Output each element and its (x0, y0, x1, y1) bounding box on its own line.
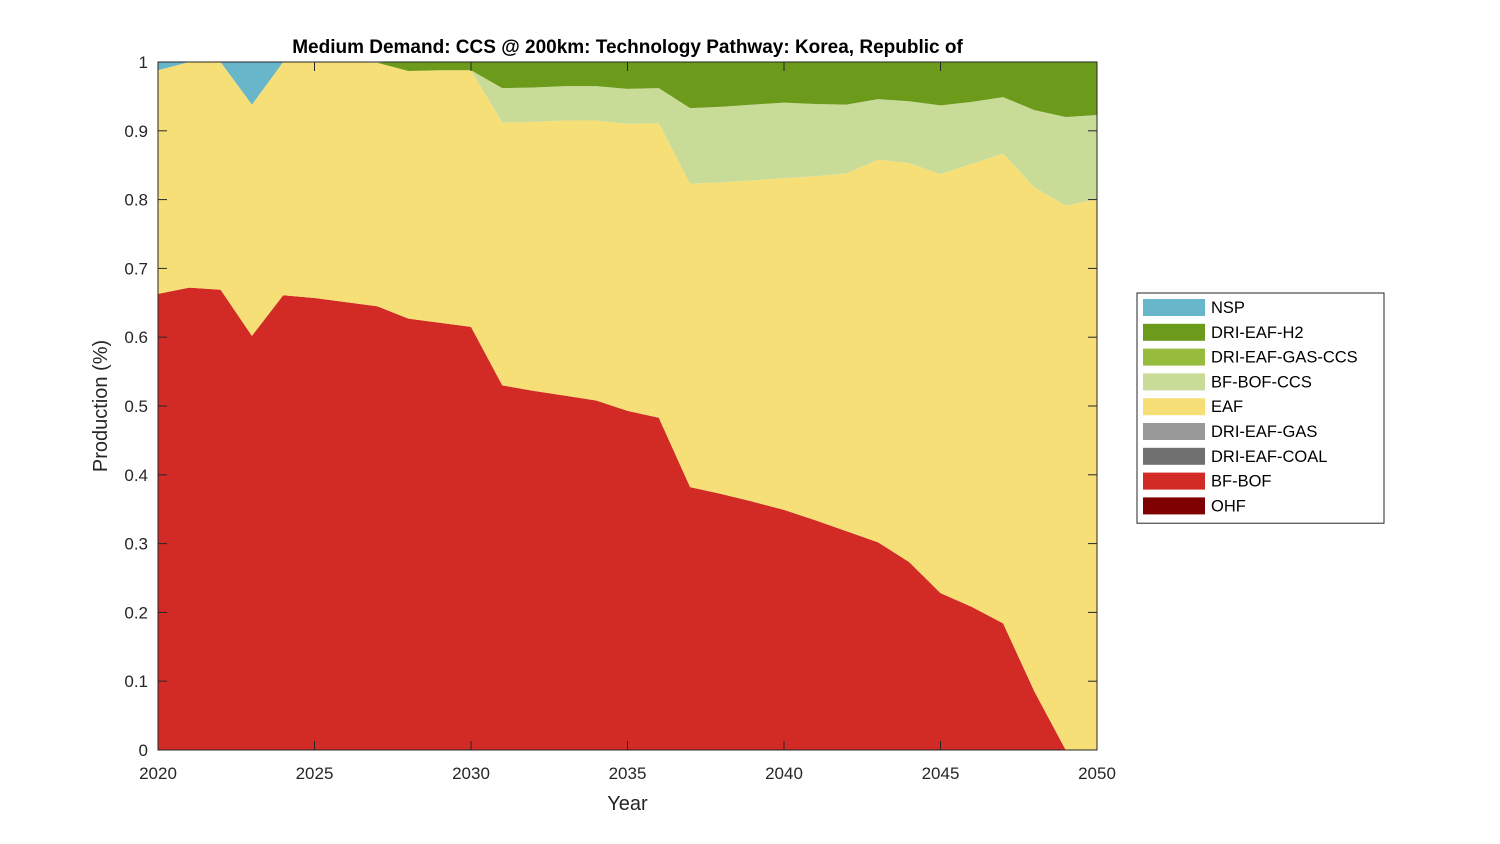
legend-swatch-eaf (1143, 398, 1205, 416)
legend-label-ohf: OHF (1211, 497, 1246, 515)
x-axis-label: Year (607, 793, 648, 815)
y-tick-label: 0.2 (124, 603, 148, 622)
legend-swatch-dri-eaf-coal (1143, 447, 1205, 465)
x-tick-label: 2030 (452, 764, 490, 783)
legend-label-dri-eaf-gas: DRI-EAF-GAS (1211, 423, 1317, 441)
legend-swatch-nsp (1143, 299, 1205, 316)
legend-swatch-dri-eaf-gas (1143, 423, 1205, 440)
y-tick-label: 0.6 (124, 328, 148, 347)
x-tick-label: 2025 (296, 764, 334, 783)
y-tick-label: 0.3 (124, 535, 148, 554)
legend-swatch-ohf (1143, 497, 1205, 515)
x-tick-label: 2020 (139, 764, 177, 783)
legend-label-nsp: NSP (1211, 299, 1245, 317)
y-tick-label: 0.7 (124, 259, 148, 278)
y-tick-label: 0 (139, 741, 148, 760)
legend-swatch-bf-bof-ccs (1143, 373, 1205, 391)
area-series-layer (158, 62, 1097, 750)
legend: NSP DRI-EAF-H2 DRI-EAF-GAS-CCS BF-BOF-CCS EA… (1136, 292, 1385, 524)
legend-swatch-bf-bof (1143, 472, 1205, 490)
y-tick-label: 0.8 (124, 191, 148, 210)
area-bf-bof (158, 287, 1097, 750)
legend-swatch-dri-eaf-gas-ccs (1143, 348, 1205, 366)
legend-items: NSP DRI-EAF-H2 DRI-EAF-GAS-CCS BF-BOF-CCS EA… (1143, 299, 1358, 515)
area-dri-eaf-h2 (158, 62, 1097, 118)
legend-swatch-dri-eaf-h2 (1143, 323, 1205, 341)
area-bf-bof-ccs (158, 62, 1097, 206)
legend-label-dri-eaf-h2: DRI-EAF-H2 (1211, 324, 1304, 342)
y-tick-label: 0.9 (124, 122, 148, 141)
legend-label-bf-bof: BF-BOF (1211, 473, 1272, 491)
area-eaf (158, 62, 1097, 750)
legend-label-bf-bof-ccs: BF-BOF-CCS (1211, 373, 1312, 391)
area-nsp (158, 62, 1097, 105)
x-tick-label: 2035 (609, 764, 647, 783)
y-tick-label: 0.4 (124, 466, 148, 485)
y-tick-label: 0.5 (124, 397, 148, 416)
x-axis-ticks: 2020 2025 2030 2035 2040 2045 2050 (139, 62, 1116, 783)
x-tick-label: 2040 (765, 764, 803, 783)
legend-label-dri-eaf-coal: DRI-EAF-COAL (1211, 448, 1327, 466)
y-tick-label: 1 (139, 53, 148, 72)
chart-title: Medium Demand: CCS @ 200km: Technology P… (292, 37, 963, 58)
legend-label-eaf: EAF (1211, 398, 1243, 416)
y-axis-label: Production (%) (90, 340, 112, 472)
legend-label-dri-eaf-gas-ccs: DRI-EAF-GAS-CCS (1211, 349, 1358, 367)
y-tick-label: 0.1 (124, 672, 148, 691)
y-axis-ticks: 0 0.1 0.2 0.3 0.4 0.5 0.6 0.7 0.8 0.9 1 (124, 53, 1097, 760)
x-tick-label: 2045 (922, 764, 960, 783)
x-tick-label: 2050 (1078, 764, 1116, 783)
